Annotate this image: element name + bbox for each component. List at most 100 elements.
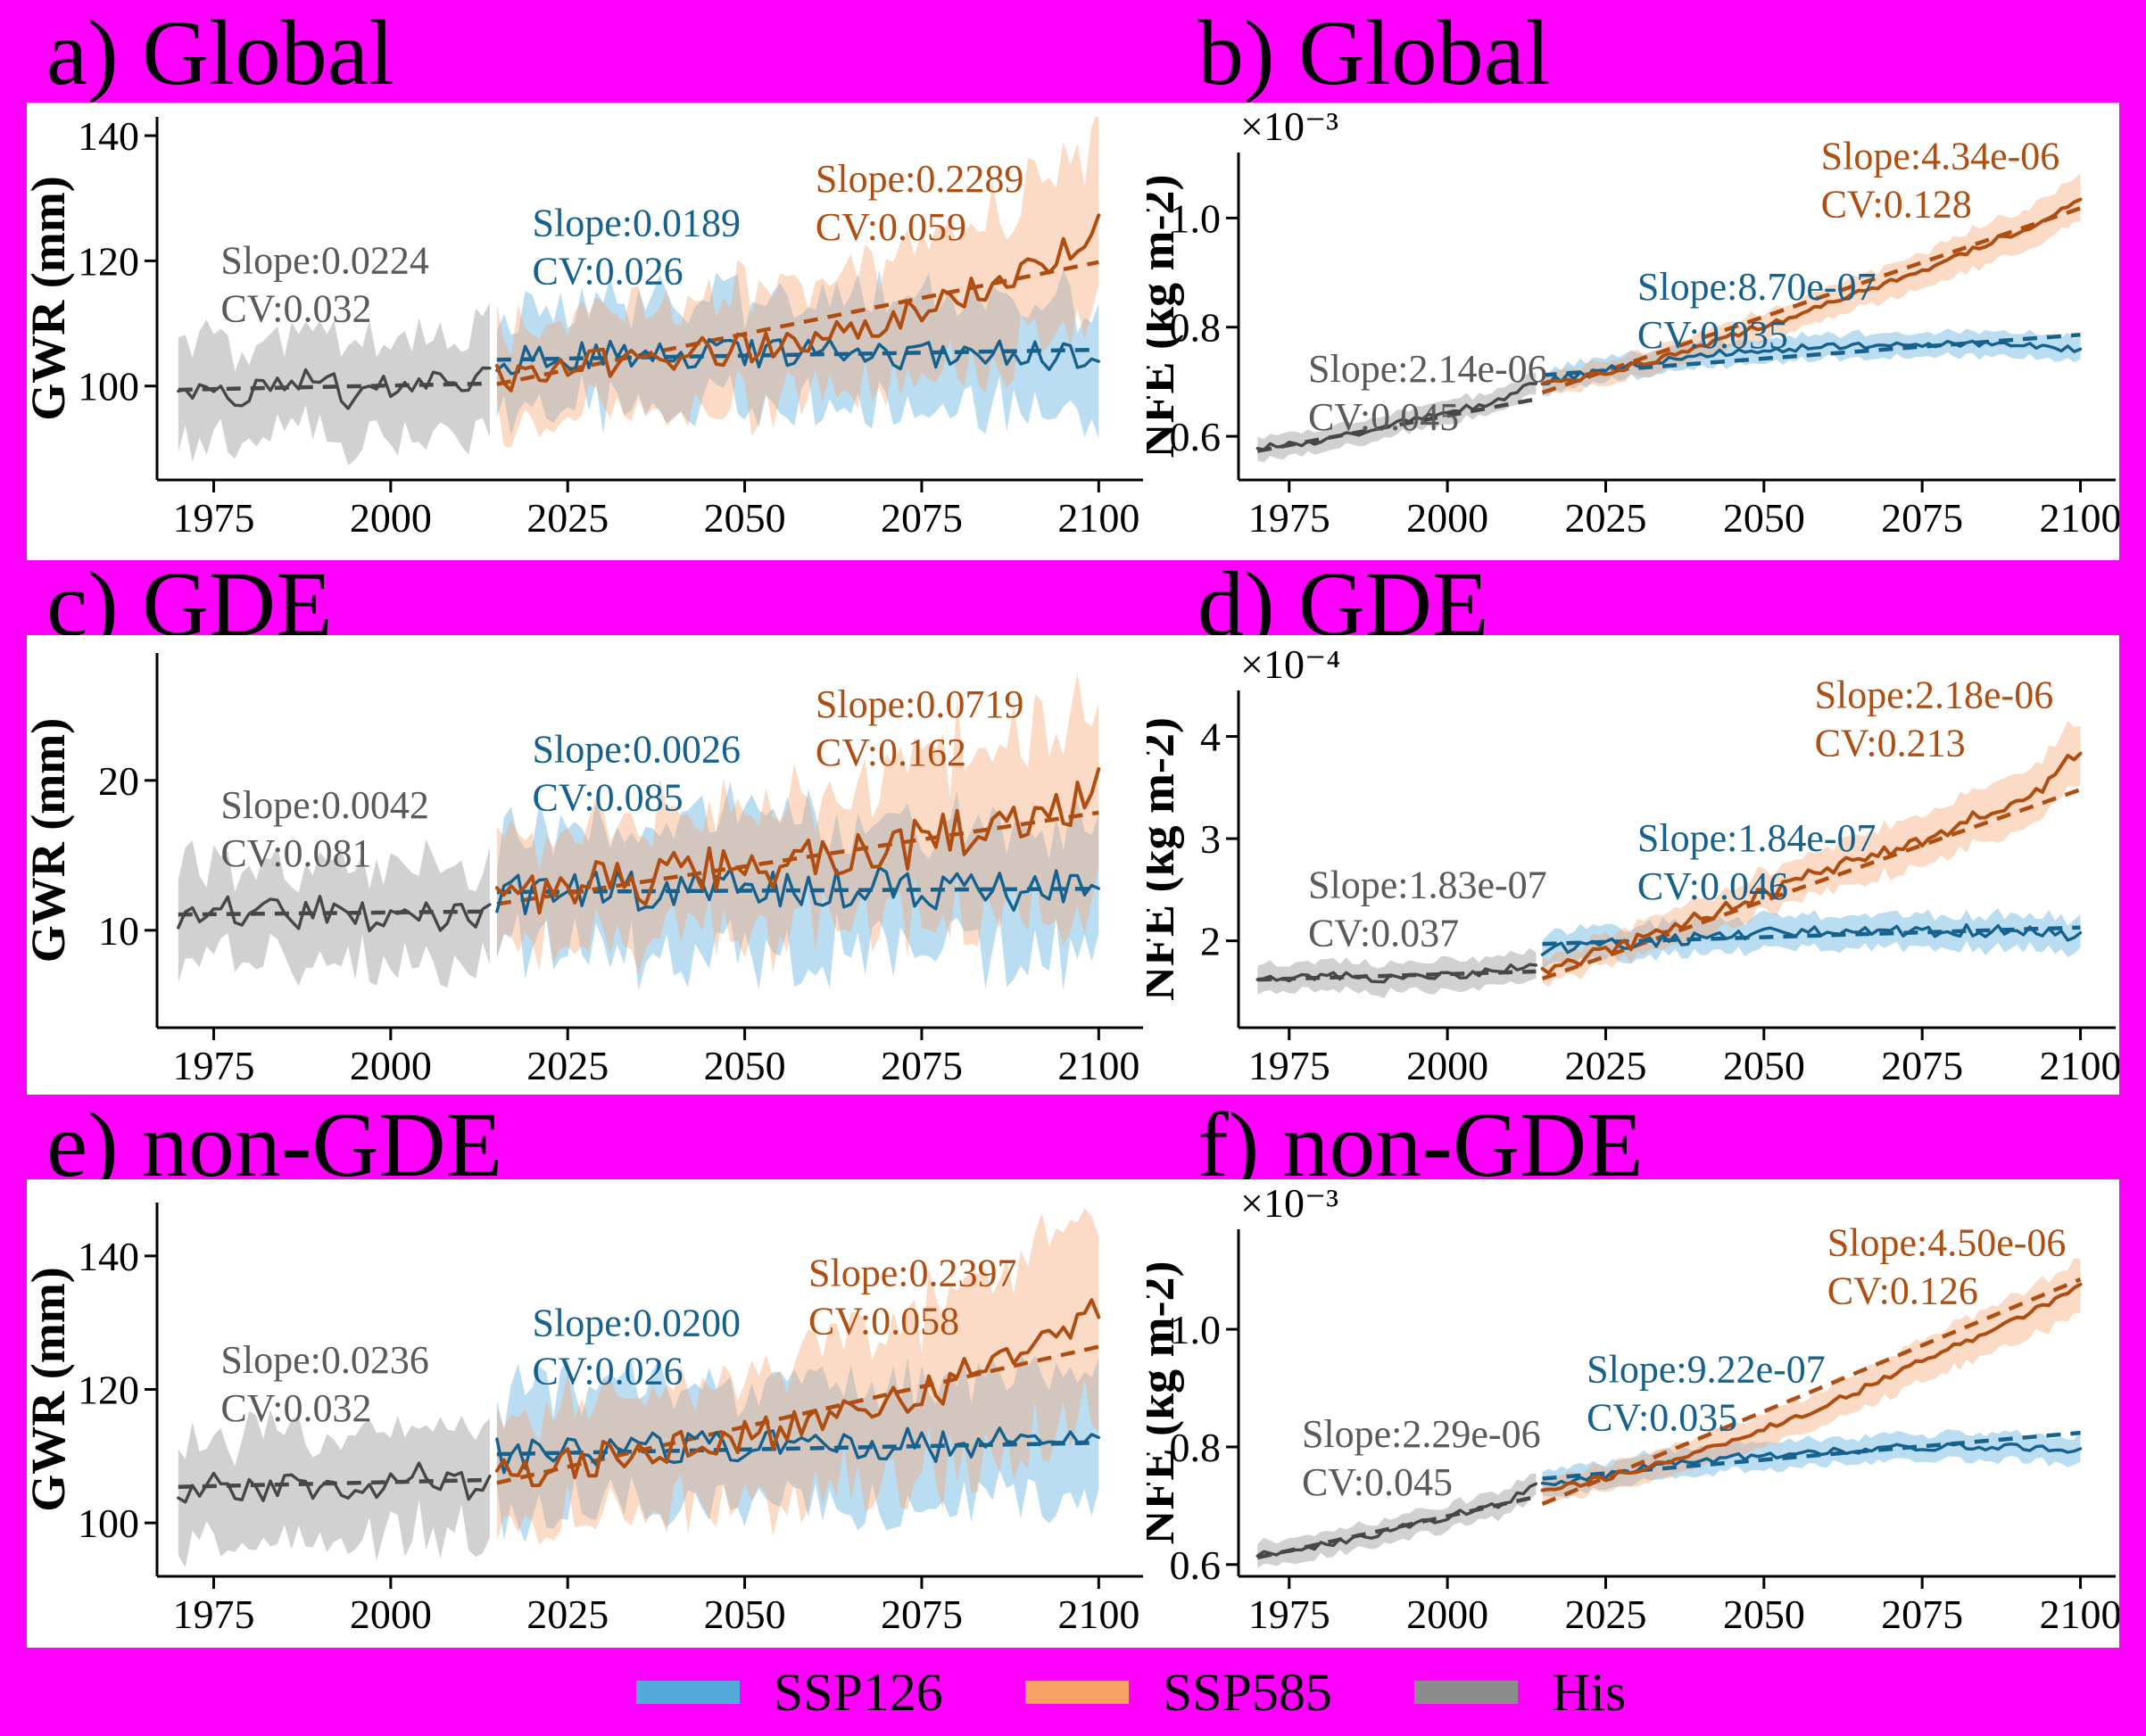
svg-text:Slope:0.0224: Slope:0.0224: [220, 238, 428, 282]
legend: SSP126 SSP585 His: [0, 1648, 2146, 1736]
svg-text:×10⁻³: ×10⁻³: [1240, 1180, 1338, 1226]
legend-label-ssp585: SSP585: [1162, 1662, 1332, 1722]
svg-text:3: 3: [1200, 816, 1221, 862]
svg-text:1975: 1975: [172, 1043, 254, 1088]
svg-text:2000: 2000: [1406, 495, 1488, 541]
chart-card-row1: Slope:0.0224 CV:0.032 Slope:0.0189 CV:0.026…: [27, 103, 2119, 560]
svg-text:NFE (kg m-2): NFE (kg m-2): [1147, 1261, 1184, 1545]
svg-text:Slope:2.18e-06: Slope:2.18e-06: [1815, 673, 2054, 716]
svg-text:Slope:0.0042: Slope:0.0042: [220, 783, 428, 827]
svg-text:Slope:0.2289: Slope:0.2289: [816, 157, 1023, 201]
svg-text:CV:0.059: CV:0.059: [816, 205, 966, 249]
svg-text:100: 100: [78, 1500, 139, 1546]
panel-title-f: f) non-GDE: [1197, 1094, 1644, 1196]
svg-text:2000: 2000: [350, 1591, 432, 1637]
svg-text:20: 20: [98, 758, 139, 804]
svg-text:Slope:0.2397: Slope:0.2397: [808, 1252, 1016, 1295]
svg-text:2025: 2025: [526, 1591, 609, 1637]
svg-text:Slope:2.29e-06: Slope:2.29e-06: [1302, 1412, 1541, 1456]
svg-text:1975: 1975: [1248, 1043, 1330, 1088]
svg-text:120: 120: [78, 238, 139, 284]
svg-text:CV:0.035: CV:0.035: [1637, 313, 1788, 357]
chart-panel-d-nfe-gde: Slope:1.83e-07CV:0.037Slope:1.84e-07CV:0…: [1147, 641, 2119, 1088]
svg-text:CV:0.128: CV:0.128: [1821, 182, 1972, 226]
legend-item-his: His: [1413, 1666, 1626, 1719]
svg-text:2025: 2025: [526, 495, 609, 541]
chart-card-row3: Slope:0.0236 CV:0.032 Slope:0.0200 CV:0.026…: [27, 1179, 2119, 1648]
svg-text:Slope:4.50e-06: Slope:4.50e-06: [1827, 1221, 2067, 1265]
svg-text:Slope:0.0200: Slope:0.0200: [533, 1302, 741, 1345]
svg-text:CV:0.213: CV:0.213: [1815, 721, 1966, 765]
legend-swatch-ssp585: [1024, 1680, 1129, 1704]
panel-title-e: e) non-GDE: [46, 1094, 503, 1196]
legend-item-ssp585: SSP585: [1024, 1662, 1332, 1722]
svg-text:Slope:4.34e-06: Slope:4.34e-06: [1821, 134, 2060, 178]
svg-text:100: 100: [78, 364, 139, 409]
svg-text:Slope:2.14e-06: Slope:2.14e-06: [1308, 347, 1547, 391]
svg-text:Slope:1.84e-07: Slope:1.84e-07: [1637, 816, 1877, 860]
svg-text:2100: 2100: [2040, 1043, 2119, 1088]
svg-text:2000: 2000: [350, 1043, 432, 1088]
svg-text:2: 2: [1200, 919, 1221, 964]
svg-text:2000: 2000: [350, 495, 432, 541]
svg-text:CV:0.035: CV:0.035: [1587, 1395, 1737, 1439]
svg-text:2050: 2050: [704, 1043, 786, 1088]
svg-text:0.6: 0.6: [1170, 414, 1222, 459]
svg-text:0.8: 0.8: [1170, 1425, 1222, 1470]
svg-text:CV:0.045: CV:0.045: [1302, 1460, 1453, 1504]
svg-text:GWR (mm): GWR (mm): [27, 176, 75, 420]
svg-text:Slope:8.70e-07: Slope:8.70e-07: [1637, 265, 1877, 309]
svg-text:×10⁻³: ×10⁻³: [1240, 103, 1338, 149]
svg-text:2050: 2050: [1723, 1043, 1805, 1088]
svg-text:2025: 2025: [526, 1043, 609, 1088]
legend-label-ssp126: SSP126: [773, 1662, 943, 1722]
svg-text:2100: 2100: [1057, 495, 1139, 541]
svg-text:2100: 2100: [1057, 1043, 1139, 1088]
svg-text:NFE (kg m-2): NFE (kg m-2): [1147, 175, 1184, 459]
svg-text:Slope:9.22e-07: Slope:9.22e-07: [1587, 1347, 1826, 1391]
svg-text:Slope:0.0719: Slope:0.0719: [816, 682, 1023, 726]
svg-text:2100: 2100: [2040, 1591, 2119, 1637]
svg-text:1.0: 1.0: [1170, 195, 1222, 241]
svg-text:CV:0.085: CV:0.085: [533, 776, 684, 820]
svg-text:CV:0.081: CV:0.081: [220, 831, 371, 875]
svg-text:CV:0.026: CV:0.026: [533, 1350, 684, 1393]
legend-item-ssp126: SSP126: [635, 1662, 943, 1722]
svg-text:1975: 1975: [1248, 495, 1330, 541]
svg-text:1975: 1975: [172, 1591, 254, 1637]
svg-text:2075: 2075: [881, 495, 963, 541]
svg-text:4: 4: [1200, 715, 1221, 760]
svg-text:10: 10: [98, 908, 139, 954]
svg-text:2075: 2075: [1881, 495, 1963, 541]
svg-text:Slope:0.0026: Slope:0.0026: [533, 728, 741, 772]
legend-swatch-ssp126: [635, 1680, 740, 1704]
svg-text:140: 140: [78, 113, 139, 159]
svg-text:2100: 2100: [2040, 495, 2119, 541]
svg-text:2000: 2000: [1406, 1591, 1488, 1637]
svg-text:CV:0.037: CV:0.037: [1308, 912, 1459, 955]
svg-text:Slope:0.0189: Slope:0.0189: [533, 201, 741, 244]
svg-text:NFE (kg m-2): NFE (kg m-2): [1147, 717, 1184, 1001]
svg-text:Slope:0.0236: Slope:0.0236: [220, 1338, 428, 1382]
chart-panel-b-nfe-global: Slope:2.14e-06CV:0.045Slope:8.70e-07CV:0…: [1147, 103, 2119, 541]
svg-text:2075: 2075: [1881, 1043, 1963, 1088]
svg-text:2075: 2075: [881, 1591, 963, 1637]
panel-title-b: b) Global: [1197, 2, 1551, 104]
svg-text:140: 140: [78, 1234, 139, 1279]
svg-text:2025: 2025: [1564, 1043, 1646, 1088]
svg-text:1975: 1975: [172, 495, 254, 541]
svg-text:2075: 2075: [1881, 1591, 1963, 1637]
svg-text:CV:0.045: CV:0.045: [1308, 395, 1459, 439]
svg-text:2075: 2075: [881, 1043, 963, 1088]
svg-text:CV:0.162: CV:0.162: [816, 731, 966, 774]
chart-card-row2: Slope:0.0042 CV:0.081 Slope:0.0026 CV:0.085…: [27, 635, 2119, 1095]
svg-text:CV:0.032: CV:0.032: [220, 1386, 371, 1430]
svg-text:1.0: 1.0: [1170, 1307, 1222, 1352]
svg-text:CV:0.032: CV:0.032: [220, 286, 371, 330]
svg-text:2050: 2050: [704, 1591, 786, 1637]
panel-title-a: a) Global: [46, 2, 394, 104]
